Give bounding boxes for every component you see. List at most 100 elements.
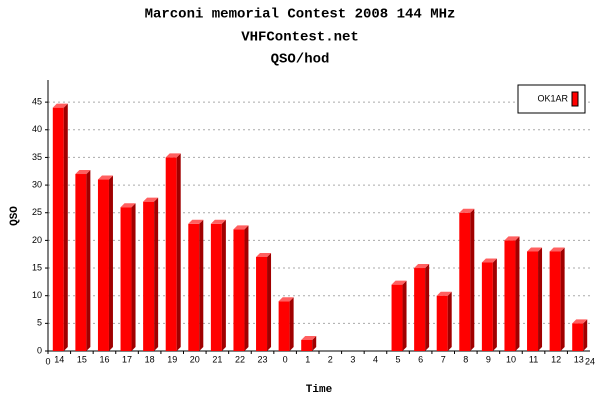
bar-top	[52, 103, 68, 108]
bar-top	[256, 252, 272, 257]
x-tick-label: 12	[551, 354, 561, 364]
bar-top	[210, 219, 226, 224]
bar	[97, 179, 109, 351]
bar-side	[86, 170, 91, 351]
bar-top	[233, 225, 249, 230]
bar	[233, 229, 245, 351]
bar-top	[504, 236, 520, 241]
y-tick-label: 25	[32, 207, 42, 217]
x-tick-label: 21	[212, 354, 222, 364]
bar-side	[402, 280, 407, 351]
x-tick-label: 17	[122, 354, 132, 364]
y-tick-label: 45	[32, 96, 42, 106]
x-tick-label: 9	[486, 354, 491, 364]
bar-side	[131, 203, 136, 351]
bar-top	[188, 219, 204, 224]
x-tick-label: 20	[190, 354, 200, 364]
bar-side	[289, 297, 294, 351]
bar	[256, 256, 268, 351]
bar	[436, 295, 448, 351]
x-tick-label: 23	[258, 354, 268, 364]
x-tick-label: 19	[167, 354, 177, 364]
bar	[481, 262, 493, 351]
bar	[391, 284, 403, 351]
bar-side	[492, 258, 497, 351]
chart-subtitle: QSO/hod	[271, 52, 330, 68]
y-axis-label: QSO	[9, 206, 21, 226]
x-tick-label: 7	[441, 354, 446, 364]
y-tick-label: 30	[32, 179, 42, 189]
y-tick-label: 20	[32, 235, 42, 245]
bar-side	[447, 291, 452, 351]
bar-top	[481, 258, 497, 263]
bar	[549, 251, 561, 351]
x-tick-label: 14	[54, 354, 64, 364]
bar-side	[221, 219, 226, 351]
bar-top	[143, 197, 159, 202]
bar-side	[154, 197, 159, 351]
bar-top	[165, 153, 181, 158]
x-tick-label: 18	[145, 354, 155, 364]
x-tick-label: 13	[574, 354, 584, 364]
bar-side	[199, 219, 204, 351]
x-tick-label: 22	[235, 354, 245, 364]
bar-side	[538, 247, 543, 351]
bar-side	[108, 175, 113, 351]
bar	[278, 301, 290, 351]
y-tick-label: 5	[37, 318, 42, 328]
bar	[188, 223, 200, 351]
bar-top	[572, 319, 588, 324]
x-tick-label: 3	[350, 354, 355, 364]
x-tick-label: 2	[328, 354, 333, 364]
x-tick-label: 1	[305, 354, 310, 364]
bar	[52, 107, 64, 351]
bar-top	[120, 203, 136, 208]
x-tick-label: 11	[529, 354, 538, 364]
chart-subtitle: VHFContest.net	[241, 30, 359, 46]
y-tick-label: 0	[37, 345, 42, 355]
bar	[414, 268, 426, 351]
y-tick-label: 10	[32, 290, 42, 300]
y-tick-label: 15	[32, 262, 42, 272]
bar-top	[391, 280, 407, 285]
bar-side	[267, 252, 272, 351]
bar	[301, 339, 313, 351]
bar-top	[527, 247, 543, 252]
x-tick-label: 6	[418, 354, 423, 364]
chart-title: Marconi memorial Contest 2008 144 MHz	[145, 7, 456, 23]
y-tick-label: 35	[32, 152, 42, 162]
bar	[210, 223, 222, 351]
x-tick-label: 8	[463, 354, 468, 364]
bar-top	[97, 175, 113, 180]
bar-top	[301, 335, 317, 340]
x-tick-label: 4	[373, 354, 378, 364]
bar-side	[583, 319, 588, 351]
bar	[504, 240, 516, 351]
x-tick-label: 16	[99, 354, 109, 364]
bar-side	[176, 153, 181, 351]
bar-side	[515, 236, 520, 351]
x-tick-label: 0	[283, 354, 288, 364]
x-axis-end-label: 24	[585, 356, 595, 366]
x-axis-label: Time	[306, 384, 333, 396]
x-tick-label: 10	[506, 354, 516, 364]
bar-top	[75, 170, 91, 175]
bar	[459, 212, 471, 351]
bar-side	[244, 225, 249, 351]
bar	[143, 201, 155, 351]
x-axis-end-label: 0	[45, 356, 50, 366]
bar-side	[470, 208, 475, 351]
bar-top	[459, 208, 475, 213]
bar	[120, 207, 132, 351]
bar-side	[425, 264, 430, 351]
bar	[572, 323, 584, 351]
bar-top	[414, 264, 430, 269]
y-tick-label: 40	[32, 124, 42, 134]
legend-swatch	[571, 91, 579, 107]
bar	[165, 157, 177, 351]
bar-top	[549, 247, 565, 252]
bar	[75, 174, 87, 351]
legend-label: OK1AR	[537, 93, 568, 103]
bar-top	[436, 291, 452, 296]
